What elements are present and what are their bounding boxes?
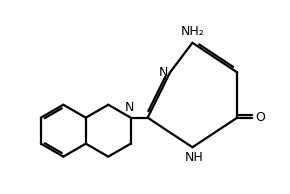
Text: NH₂: NH₂ (181, 25, 204, 38)
Text: NH: NH (184, 151, 203, 164)
Text: N: N (159, 66, 168, 79)
Text: N: N (125, 101, 134, 114)
Text: O: O (255, 111, 265, 124)
